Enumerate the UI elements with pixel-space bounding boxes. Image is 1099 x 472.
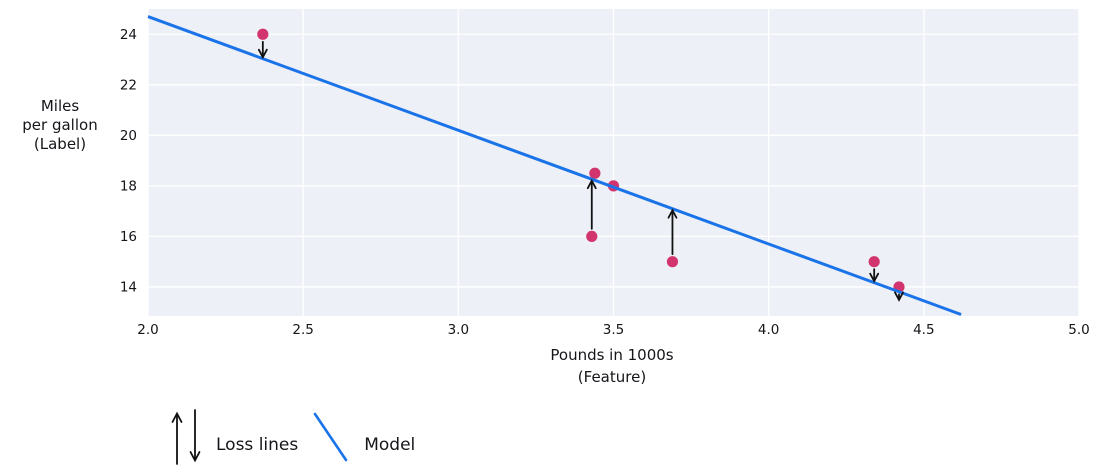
legend: Loss lines Model <box>166 402 415 468</box>
x-tick-label: 4.0 <box>758 322 779 338</box>
y-axis-label-line: Miles <box>40 97 80 115</box>
x-tick-label: 2.0 <box>137 322 158 338</box>
y-tick-label: 18 <box>120 178 137 194</box>
y-tick-label: 24 <box>120 27 137 43</box>
data-point <box>868 256 880 268</box>
data-point <box>666 256 679 268</box>
x-tick-label: 3.5 <box>603 322 624 338</box>
y-tick-label: 20 <box>120 128 137 144</box>
loss-arrow-head <box>869 272 880 284</box>
y-tick-label: 16 <box>120 229 137 245</box>
loss-arrows-icon <box>171 409 201 465</box>
x-axis-label-line: (Feature) <box>577 368 647 386</box>
model-line <box>147 15 962 316</box>
y-tick-label: 14 <box>120 279 137 295</box>
loss-arrow-head <box>257 48 268 60</box>
x-tick-label: 4.5 <box>913 322 934 338</box>
y-axis-label-line: (Label) <box>33 135 87 153</box>
model-line-icon <box>313 412 348 462</box>
loss-arrow-head <box>667 208 678 219</box>
y-tick-label: 22 <box>120 77 137 93</box>
y-axis-label: Miles per gallon (Label) <box>6 97 114 154</box>
legend-model-label: Model <box>364 435 416 455</box>
x-tick-label: 5.0 <box>1068 322 1089 338</box>
x-axis-label-line: Pounds in 1000s <box>550 346 674 364</box>
y-axis-label-line: per gallon <box>22 116 98 134</box>
data-point <box>586 230 598 243</box>
x-tick-label: 2.5 <box>292 322 313 338</box>
loss-arrow-head <box>894 291 904 302</box>
x-axis-label: Pounds in 1000s (Feature) <box>462 344 762 388</box>
data-point <box>257 28 269 40</box>
x-tick-label: 3.0 <box>448 322 469 338</box>
legend-loss-lines-label: Loss lines <box>216 435 299 455</box>
loss-arrow-head <box>586 178 597 190</box>
data-point <box>589 167 601 179</box>
